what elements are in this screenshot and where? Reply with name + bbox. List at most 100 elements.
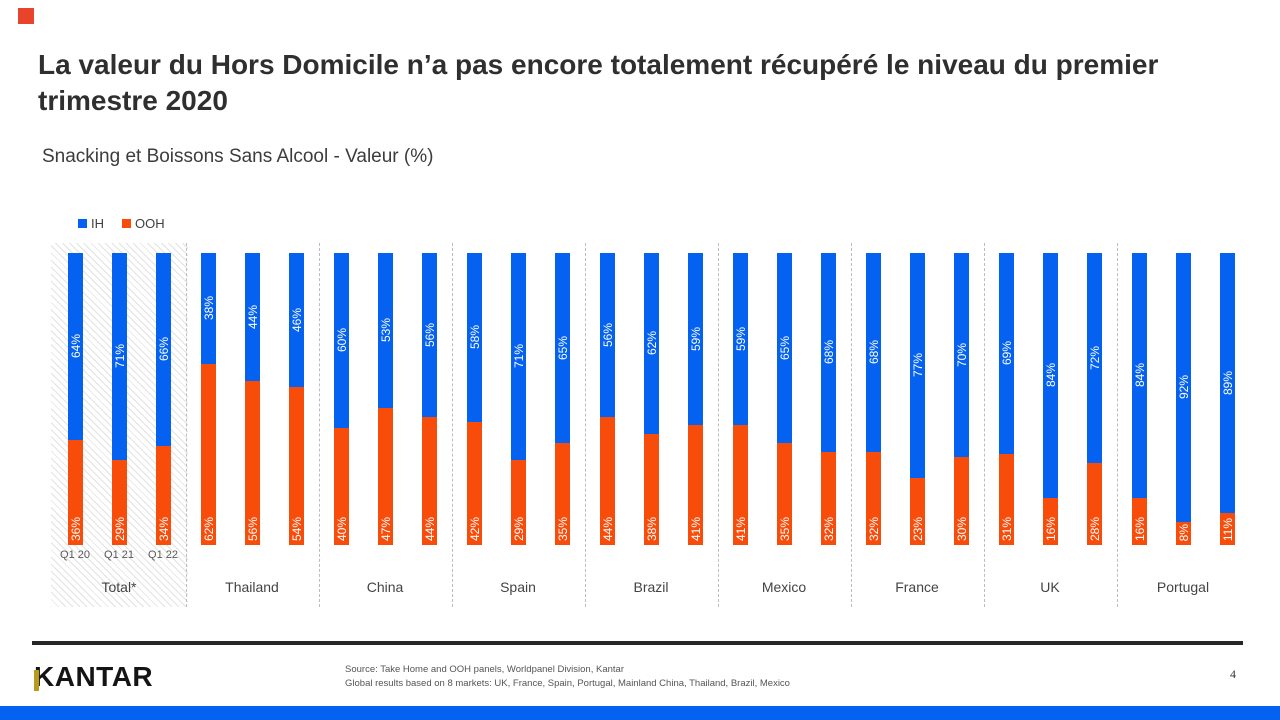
bar-label-ih: 72% <box>1087 345 1102 371</box>
bar-segment-ih: 59% <box>733 253 748 425</box>
bar-label-ooh: 28% <box>1087 516 1102 541</box>
bar-label-ih: 89% <box>1220 370 1235 396</box>
bar-segment-ooh <box>334 428 349 545</box>
bar-segment-ih: 69% <box>999 253 1014 454</box>
bar-segment-ih: 71% <box>112 253 127 460</box>
source-text-line2: Global results based on 8 markets: UK, F… <box>345 678 790 689</box>
bar-segment-ih: 60% <box>334 253 349 428</box>
bar: 56% 44% <box>422 253 437 545</box>
bar-label-ih: 70% <box>954 342 969 368</box>
bar-segment-ooh <box>644 434 659 545</box>
bar-label-ih: 44% <box>245 304 260 330</box>
bar: 68% 32% <box>821 253 836 545</box>
bar-segment-ooh <box>1132 498 1147 545</box>
bar-label-ih: 68% <box>821 340 836 365</box>
bar: 77% 23% <box>910 253 925 545</box>
bar: 56% 44% <box>600 253 615 545</box>
group-separator <box>718 243 719 607</box>
group-separator <box>585 243 586 607</box>
group-separator <box>1117 243 1118 607</box>
bar-segment-ooh <box>112 460 127 545</box>
kantar-logo-accent <box>34 670 39 691</box>
bar-label-ooh: 29% <box>112 516 127 541</box>
bar-label-ooh: 35% <box>777 516 792 541</box>
bar: 44% 56% <box>245 253 260 545</box>
bar-segment-ih: 72% <box>1087 253 1102 463</box>
bar-segment-ih: 77% <box>910 253 925 478</box>
bar: 69% 31% <box>999 253 1014 545</box>
bar-label-ooh: 42% <box>467 516 482 541</box>
group-label: China <box>366 579 404 595</box>
bar-segment-ih: 46% <box>289 253 304 387</box>
bar: 89% 11% <box>1220 253 1235 545</box>
bar-segment-ooh <box>201 364 216 545</box>
group-label: France <box>895 579 939 595</box>
bar-segment-ih: 84% <box>1043 253 1058 498</box>
bar-segment-ooh <box>1043 498 1058 545</box>
bar: 68% 32% <box>866 253 881 545</box>
legend-item-ooh: OOH <box>122 216 165 231</box>
bar-label-ih: 56% <box>600 322 615 348</box>
bar-segment-ooh <box>866 452 881 545</box>
bar-label-ooh: 44% <box>600 516 615 541</box>
bar: 84% 16% <box>1132 253 1147 545</box>
bar-segment-ih: 59% <box>688 253 703 425</box>
bar-label-ih: 38% <box>201 296 216 321</box>
bar-segment-ih: 68% <box>866 253 881 452</box>
bar-label-ooh: 36% <box>68 516 83 541</box>
bar-segment-ih: 89% <box>1220 253 1235 513</box>
bar-segment-ooh <box>1220 513 1235 545</box>
page-number: 4 <box>1230 667 1236 681</box>
group-label: Mexico <box>761 579 807 595</box>
bar-segment-ooh <box>600 417 615 545</box>
bar-segment-ih: 62% <box>644 253 659 434</box>
bar-label-ih: 65% <box>777 335 792 361</box>
bar-segment-ih: 64% <box>68 253 83 440</box>
bar: 70% 30% <box>954 253 969 545</box>
bar-segment-ooh <box>1087 463 1102 545</box>
bar: 65% 35% <box>777 253 792 545</box>
bar-label-ih: 62% <box>644 331 659 356</box>
bar-segment-ih: 65% <box>777 253 792 443</box>
bar-label-ih: 64% <box>68 334 83 359</box>
bar-segment-ih: 68% <box>821 253 836 452</box>
bar-segment-ih: 56% <box>600 253 615 417</box>
bar-segment-ih: 65% <box>555 253 570 443</box>
quarter-label: Q1 21 <box>104 549 134 561</box>
bar-label-ooh: 32% <box>866 516 881 541</box>
group-separator <box>452 243 453 607</box>
bar-label-ih: 65% <box>555 335 570 361</box>
bar: 84% 16% <box>1043 253 1058 545</box>
bar-label-ooh: 38% <box>644 516 659 541</box>
bar-segment-ooh <box>999 454 1014 545</box>
legend-swatch-ooh <box>122 219 131 228</box>
group-label: Portugal <box>1156 579 1210 595</box>
legend-swatch-ih <box>78 219 87 228</box>
chart-legend: IH OOH <box>78 216 165 231</box>
source-text-line1: Source: Take Home and OOH panels, Worldp… <box>345 664 624 675</box>
bar: 64% 36% <box>68 253 83 545</box>
group-separator <box>319 243 320 607</box>
legend-item-ih: IH <box>78 216 104 231</box>
bar-label-ih: 69% <box>999 341 1014 366</box>
bar-segment-ih: 56% <box>422 253 437 417</box>
group-separator <box>984 243 985 607</box>
kantar-logo: KANTAR <box>34 661 154 692</box>
bar-segment-ih: 66% <box>156 253 171 446</box>
bar-label-ooh: 16% <box>1132 516 1147 541</box>
bar-label-ooh: 31% <box>999 516 1014 541</box>
slide-subtitle: Snacking et Boissons Sans Alcool - Valeu… <box>42 146 434 167</box>
bar-segment-ooh <box>156 446 171 545</box>
group-label: Thailand <box>225 579 279 595</box>
bar-label-ih: 58% <box>467 325 482 350</box>
bar-label-ooh: 54% <box>289 516 304 541</box>
bar-label-ooh: 62% <box>201 516 216 541</box>
group-label: Brazil <box>633 579 669 595</box>
quarter-label: Q1 22 <box>148 549 178 561</box>
bar: 53% 47% <box>378 253 393 545</box>
bar-label-ih: 77% <box>910 353 925 378</box>
bar: 59% 41% <box>733 253 748 545</box>
bar-segment-ooh <box>422 417 437 545</box>
bar: 38% 62% <box>201 253 216 545</box>
bar-segment-ih: 38% <box>201 253 216 364</box>
